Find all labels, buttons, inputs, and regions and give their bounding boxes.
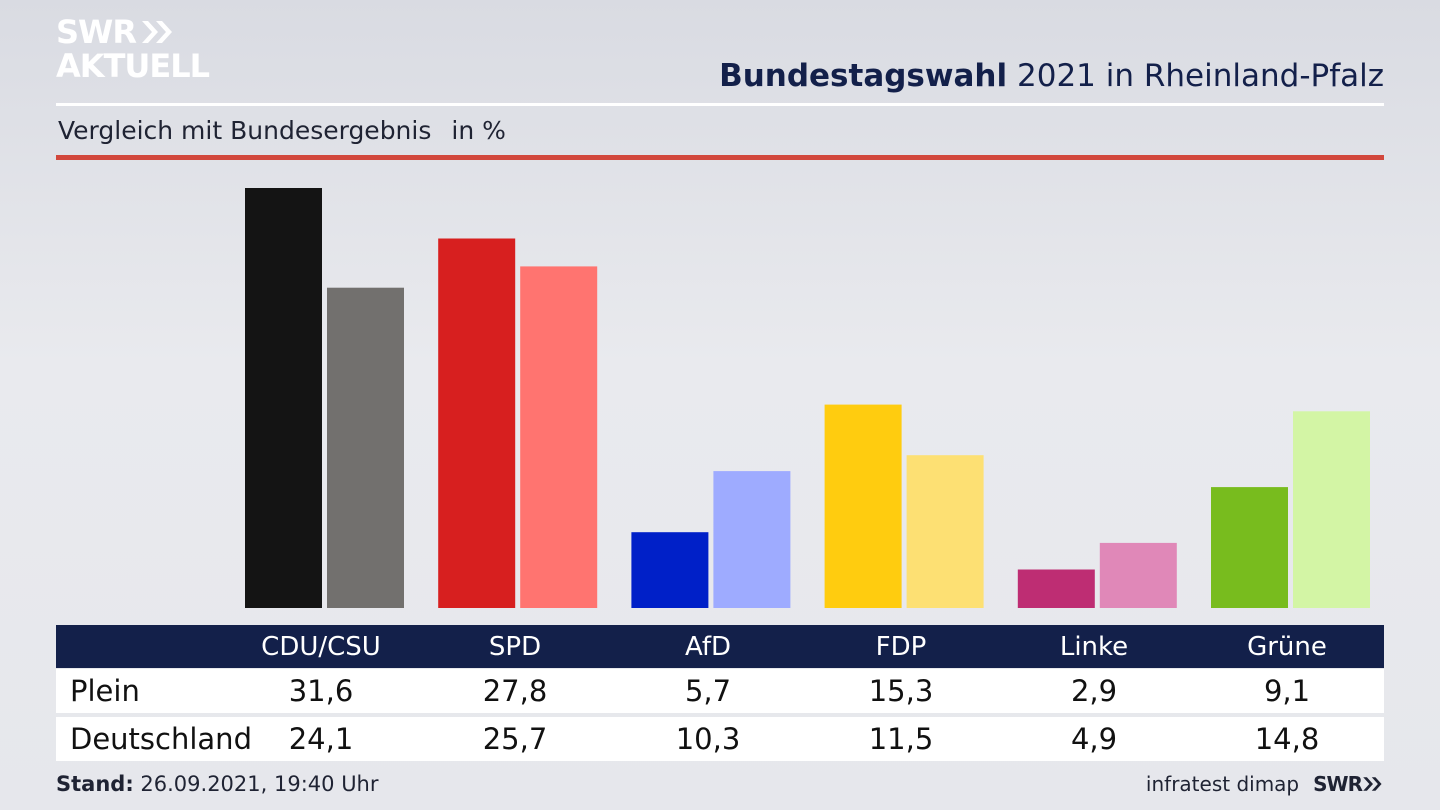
header-spd: SPD bbox=[488, 631, 542, 662]
header-linke: Linke bbox=[1059, 631, 1129, 662]
header-cdu-csu: CDU/CSU bbox=[261, 631, 381, 662]
bar-cdu-csu-plein bbox=[245, 188, 322, 608]
stand-value: 26.09.2021, 19:40 Uhr bbox=[140, 772, 379, 796]
chevrons-icon bbox=[1363, 777, 1382, 791]
subtitle-text: Vergleich mit Bundesergebnis bbox=[58, 116, 432, 145]
page-title: Bundestagswahl 2021 in Rheinland-Pfalz bbox=[719, 58, 1384, 94]
table-cell: 10,3 bbox=[675, 722, 741, 756]
table-cell: 15,3 bbox=[868, 674, 934, 708]
source-credit: infratest dimap SWR bbox=[1146, 772, 1384, 796]
table-cell: 5,7 bbox=[684, 674, 732, 708]
row-label: Deutschland bbox=[70, 722, 252, 756]
header-divider bbox=[56, 103, 1384, 106]
table-cell: 11,5 bbox=[868, 722, 934, 756]
bar-afd-deutschland bbox=[713, 471, 791, 608]
source-text: infratest dimap bbox=[1145, 772, 1300, 796]
bar-spd-deutschland bbox=[520, 266, 598, 608]
bar-cdu-csu-deutschland bbox=[327, 287, 404, 608]
bar-afd-plein bbox=[631, 532, 709, 608]
logo-aktuell-text: AKTUELL bbox=[56, 47, 210, 85]
footer-swr-text: SWR bbox=[1313, 772, 1363, 796]
table-cell: 31,6 bbox=[288, 674, 354, 708]
table-row-plein: Plein 31,6 27,8 5,7 15,3 2,9 9,1 bbox=[56, 669, 1384, 713]
row-label: Plein bbox=[70, 674, 140, 708]
table-cell: 2,9 bbox=[1070, 674, 1118, 708]
results-table: CDU/CSU SPD AfD FDP Linke Grüne Plein 31… bbox=[56, 625, 1384, 761]
table-row-deutschland: Deutschland 24,1 25,7 10,3 11,5 4,9 14,8 bbox=[56, 717, 1384, 761]
timestamp: Stand: 26.09.2021, 19:40 Uhr bbox=[56, 772, 379, 796]
header-afd: AfD bbox=[684, 631, 732, 662]
chevrons-icon bbox=[141, 21, 172, 43]
swr-aktuell-logo: SWR AKTUELL bbox=[56, 13, 210, 85]
bar-grüne-deutschland bbox=[1293, 411, 1370, 608]
logo-swr-text: SWR bbox=[56, 13, 137, 51]
table-cell: 27,8 bbox=[482, 674, 548, 708]
bar-linke-deutschland bbox=[1099, 542, 1177, 608]
bar-fdp-plein bbox=[824, 404, 902, 608]
table-cell: 14,8 bbox=[1254, 722, 1320, 756]
bar-spd-plein bbox=[438, 238, 516, 608]
table-cell: 9,1 bbox=[1263, 674, 1311, 708]
header-fdp: FDP bbox=[875, 631, 927, 662]
stand-label: Stand: bbox=[56, 772, 134, 796]
bar-linke-plein bbox=[1017, 569, 1095, 608]
table-cell: 4,9 bbox=[1070, 722, 1118, 756]
header-gruene: Grüne bbox=[1247, 631, 1327, 662]
footer-swr-logo: SWR bbox=[1313, 772, 1384, 796]
table-cell: 24,1 bbox=[288, 722, 354, 756]
table-header: CDU/CSU SPD AfD FDP Linke Grüne bbox=[56, 625, 1384, 668]
bar-fdp-deutschland bbox=[906, 455, 984, 608]
accent-rule bbox=[56, 155, 1384, 160]
title-rest: 2021 in Rheinland-Pfalz bbox=[1017, 58, 1384, 94]
unit-label: in % bbox=[451, 116, 506, 145]
title-bold: Bundestagswahl bbox=[719, 58, 1008, 94]
bar-grüne-plein bbox=[1211, 487, 1288, 608]
subtitle: Vergleich mit Bundesergebnis in % bbox=[58, 116, 506, 145]
table-cell: 25,7 bbox=[482, 722, 548, 756]
